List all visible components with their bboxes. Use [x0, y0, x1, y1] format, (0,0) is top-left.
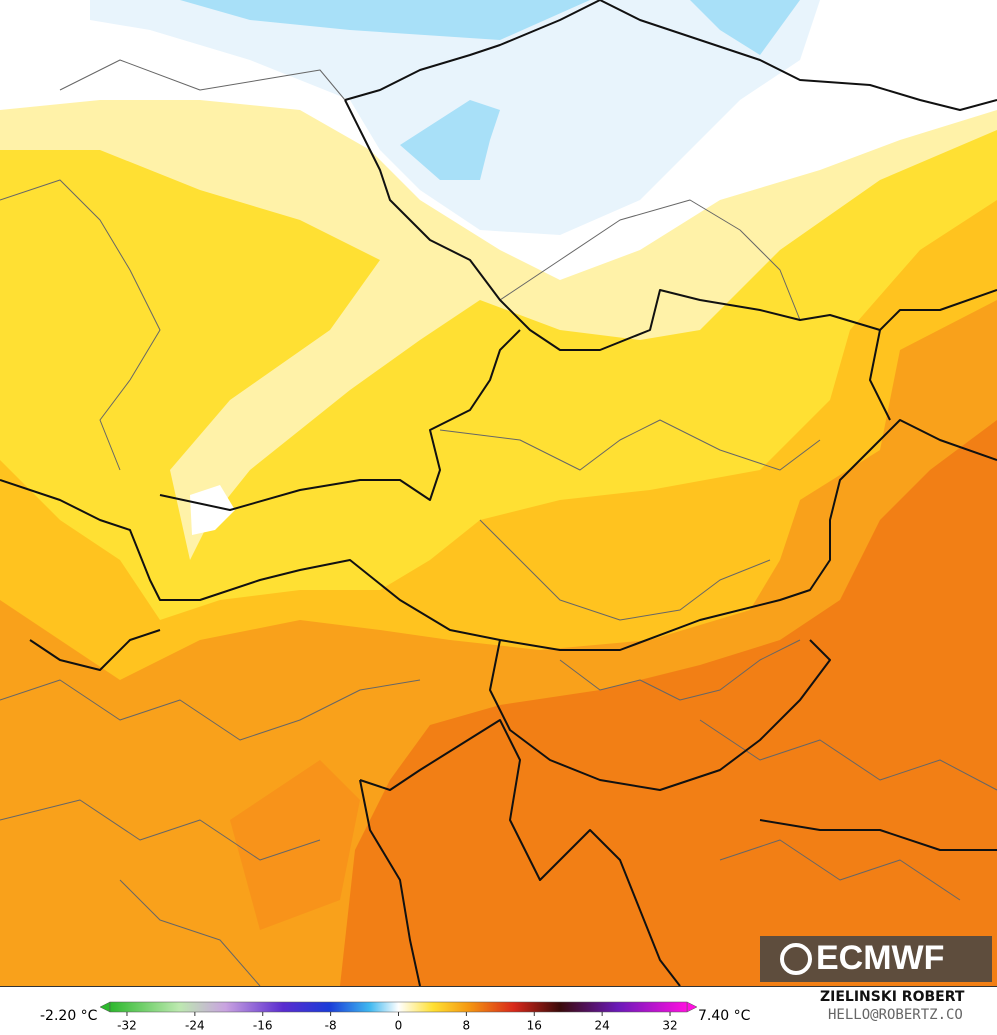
- colorbar-tick-label: 16: [527, 1019, 542, 1033]
- colorbar-tick-label: 8: [463, 1019, 471, 1033]
- logo: ECMWF: [760, 936, 992, 982]
- field-blue-patch: [690, 0, 800, 55]
- colorbar-tick-label: -24: [185, 1019, 205, 1033]
- colorbar-bar: [109, 1001, 688, 1013]
- colorbar-tick-label: -8: [325, 1019, 337, 1033]
- field-blue: [180, 0, 590, 40]
- credit-name: ZIELINSKI ROBERT: [820, 989, 965, 1005]
- colorbar-tick-label: 0: [395, 1019, 403, 1033]
- borders: [0, 0, 997, 986]
- map: ECMWF: [0, 0, 997, 986]
- min-label: -2.20 °C: [40, 1008, 98, 1024]
- colorbar: -2.20 °C 7.40 °C -32 -24 -16 -8 0 8 16 24 32: [40, 1001, 751, 1033]
- colorbar-ext-low: [99, 1001, 111, 1013]
- field-orange-patch: [230, 760, 360, 930]
- field-blue-patch: [400, 100, 500, 180]
- colorbar-tick-label: 32: [662, 1019, 677, 1033]
- colorbar-tick-label: -16: [253, 1019, 273, 1033]
- regions: [0, 59, 997, 986]
- credit-email: HELLO@ROBERTZ.CO: [828, 1007, 963, 1023]
- field-white-spot: [190, 485, 235, 535]
- colorbar-tick-label: -32: [117, 1019, 137, 1033]
- colorbar-ext-high: [686, 1001, 698, 1013]
- colorbar-tick-label: 24: [595, 1019, 610, 1033]
- logo-icon: [780, 943, 812, 975]
- max-label: 7.40 °C: [698, 1008, 751, 1024]
- logo-text: ECMWF: [816, 939, 944, 977]
